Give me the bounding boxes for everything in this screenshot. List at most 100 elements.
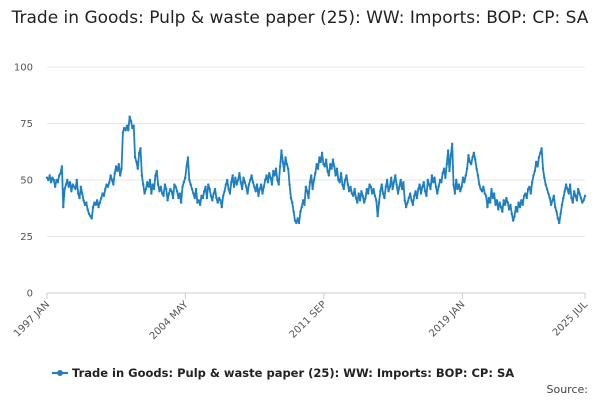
data-point[interactable]	[74, 187, 77, 191]
data-point[interactable]	[448, 169, 451, 173]
data-point[interactable]	[100, 196, 103, 200]
data-point[interactable]	[371, 192, 374, 195]
data-point[interactable]	[509, 203, 512, 207]
data-point[interactable]	[211, 199, 214, 202]
data-point[interactable]	[552, 194, 556, 198]
data-point[interactable]	[216, 201, 219, 204]
data-point[interactable]	[60, 165, 64, 168]
data-point[interactable]	[268, 172, 271, 175]
data-point[interactable]	[404, 205, 408, 209]
data-point[interactable]	[238, 172, 241, 175]
data-point[interactable]	[220, 205, 224, 209]
data-point[interactable]	[414, 190, 417, 193]
data-point[interactable]	[491, 196, 495, 200]
data-point[interactable]	[483, 192, 486, 195]
data-point[interactable]	[411, 203, 415, 207]
data-point[interactable]	[341, 183, 344, 186]
data-point[interactable]	[358, 199, 362, 202]
data-point[interactable]	[539, 151, 542, 155]
data-point[interactable]	[48, 174, 51, 177]
data-point[interactable]	[369, 185, 373, 188]
data-point[interactable]	[543, 176, 546, 179]
data-point[interactable]	[121, 131, 125, 134]
data-point[interactable]	[93, 201, 96, 204]
data-point[interactable]	[522, 194, 526, 198]
data-point[interactable]	[486, 205, 489, 209]
data-point[interactable]	[304, 185, 308, 188]
data-point[interactable]	[490, 187, 493, 191]
data-point[interactable]	[163, 183, 167, 186]
data-point[interactable]	[160, 192, 164, 195]
data-point[interactable]	[201, 196, 205, 200]
data-point[interactable]	[167, 192, 171, 195]
data-point[interactable]	[140, 174, 144, 177]
data-point[interactable]	[551, 199, 554, 202]
data-point[interactable]	[516, 210, 519, 213]
data-point[interactable]	[266, 181, 270, 184]
data-point[interactable]	[72, 185, 76, 188]
data-point[interactable]	[419, 192, 423, 195]
data-point[interactable]	[528, 185, 531, 188]
data-point[interactable]	[253, 185, 256, 188]
data-point[interactable]	[436, 192, 439, 195]
data-point[interactable]	[560, 203, 564, 207]
data-point[interactable]	[475, 167, 478, 170]
data-point[interactable]	[479, 187, 482, 191]
data-point[interactable]	[323, 165, 327, 168]
data-point[interactable]	[474, 158, 477, 161]
data-point[interactable]	[143, 192, 146, 195]
data-point[interactable]	[284, 156, 287, 159]
data-point[interactable]	[437, 185, 440, 188]
data-point[interactable]	[460, 185, 463, 188]
data-point[interactable]	[249, 178, 252, 182]
data-point[interactable]	[322, 162, 325, 166]
data-point[interactable]	[303, 203, 306, 207]
data-point[interactable]	[421, 185, 424, 188]
data-point[interactable]	[136, 167, 139, 170]
data-point[interactable]	[239, 181, 242, 184]
data-point[interactable]	[468, 160, 472, 164]
data-point[interactable]	[381, 192, 385, 195]
data-point[interactable]	[234, 176, 237, 179]
data-point[interactable]	[329, 162, 332, 166]
data-point[interactable]	[396, 192, 400, 195]
data-point[interactable]	[127, 129, 130, 132]
data-point[interactable]	[506, 201, 509, 204]
data-point[interactable]	[190, 187, 194, 191]
data-point[interactable]	[53, 185, 57, 188]
data-point[interactable]	[192, 192, 195, 195]
data-point[interactable]	[178, 192, 182, 195]
data-point[interactable]	[159, 185, 163, 188]
data-point[interactable]	[108, 181, 111, 184]
data-point[interactable]	[259, 183, 263, 186]
data-point[interactable]	[59, 172, 62, 175]
data-point[interactable]	[520, 199, 523, 202]
data-point[interactable]	[196, 201, 199, 204]
data-point[interactable]	[316, 167, 320, 170]
data-point[interactable]	[228, 192, 232, 195]
data-point[interactable]	[337, 178, 340, 182]
data-point[interactable]	[154, 174, 157, 177]
data-point[interactable]	[254, 190, 257, 193]
data-point[interactable]	[312, 178, 316, 182]
data-point[interactable]	[521, 203, 524, 207]
data-point[interactable]	[185, 165, 188, 168]
data-point[interactable]	[47, 178, 50, 182]
data-point[interactable]	[410, 199, 413, 202]
data-point[interactable]	[280, 149, 283, 152]
data-point[interactable]	[525, 196, 528, 200]
data-point[interactable]	[526, 187, 530, 191]
data-point[interactable]	[87, 212, 91, 216]
data-point[interactable]	[357, 192, 360, 195]
data-point[interactable]	[345, 174, 348, 177]
data-point[interactable]	[501, 210, 504, 213]
data-point[interactable]	[112, 183, 115, 186]
data-point[interactable]	[133, 156, 137, 159]
data-point[interactable]	[186, 156, 190, 159]
data-point[interactable]	[300, 205, 303, 209]
data-point[interactable]	[255, 183, 259, 186]
data-point[interactable]	[425, 194, 428, 198]
data-point[interactable]	[257, 194, 260, 198]
data-point[interactable]	[529, 192, 532, 195]
data-point[interactable]	[545, 187, 549, 191]
